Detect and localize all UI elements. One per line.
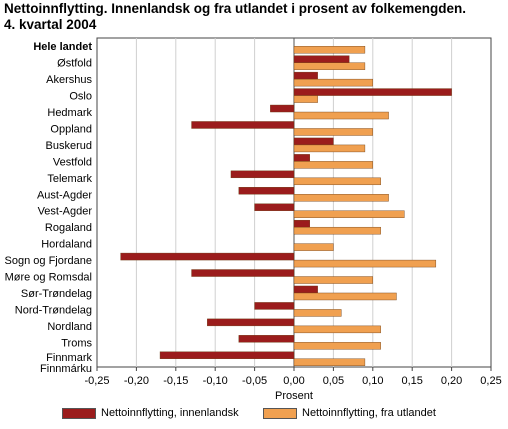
bar-innenlandsk [230, 170, 295, 179]
bar-innenlandsk [293, 137, 334, 146]
category-label: Telemark [47, 173, 92, 185]
bar-innenlandsk [238, 335, 295, 343]
bar-utlandet [293, 325, 381, 334]
bar-utlandet [293, 111, 389, 120]
category-label: Hele landet [33, 41, 92, 53]
category-label: Vestfold [53, 156, 92, 168]
bar-utlandet [293, 342, 381, 350]
bar-utlandet [293, 95, 318, 103]
bar-utlandet [293, 243, 334, 251]
legend-item-innenlandsk: Nettoinnflytting, innenlandsk [62, 407, 239, 419]
bar-innenlandsk [238, 187, 295, 195]
bar-utlandet [293, 194, 389, 202]
bar-innenlandsk [254, 203, 295, 211]
bar-utlandet [293, 144, 366, 153]
x-axis-label: Prosent [275, 390, 313, 402]
legend-item-utlandet: Nettoinnflytting, fra utlandet [263, 407, 436, 419]
x-tick-label: 0,00 [283, 375, 304, 387]
category-label: Rogaland [45, 222, 92, 234]
legend-label-utlandet: Nettoinnflytting, fra utlandet [302, 407, 436, 419]
x-tick-label: -0,10 [203, 375, 228, 387]
category-label: Sogn og Fjordane [5, 255, 92, 267]
category-label: Finnmárku [40, 363, 92, 375]
bar-utlandet [293, 62, 366, 70]
bar-utlandet [293, 128, 374, 136]
bar-innenlandsk [293, 71, 318, 80]
category-label: Oslo [69, 91, 92, 103]
bar-utlandet [293, 292, 397, 301]
category-label: Nord-Trøndelag [15, 304, 92, 316]
bar-utlandet [293, 358, 366, 366]
bar-utlandet [293, 259, 437, 268]
bar-utlandet [293, 226, 381, 235]
category-label: Møre og Romsdal [5, 272, 92, 284]
bar-innenlandsk [293, 55, 350, 63]
x-tick-label: -0,20 [124, 375, 149, 387]
legend: Nettoinnflytting, innenlandsk Nettoinnfl… [0, 407, 508, 425]
chart-title: Nettoinnflytting. Innenlandsk og fra utl… [4, 1, 504, 33]
category-label: Hordaland [41, 239, 92, 251]
bar-innenlandsk [159, 351, 295, 359]
category-label: Finnmark [46, 352, 92, 364]
category-label: Hedmark [47, 107, 92, 119]
bar-innenlandsk [293, 154, 310, 162]
category-label: Aust-Agder [37, 189, 92, 201]
category-label: Nordland [47, 321, 92, 333]
chart-title-line2: 4. kvartal 2004 [4, 17, 97, 32]
chart-title-line1: Nettoinnflytting. Innenlandsk og fra utl… [4, 1, 467, 16]
bar-innenlandsk [293, 285, 318, 294]
legend-swatch-innenlandsk [62, 407, 96, 419]
bar-utlandet [293, 309, 342, 317]
category-label: Østfold [57, 58, 92, 70]
category-label: Akershus [46, 74, 92, 86]
bar-innenlandsk [293, 88, 452, 96]
bar-utlandet [293, 161, 374, 169]
x-tick-label: -0,15 [163, 375, 188, 387]
bar-utlandet [293, 46, 366, 54]
category-label: Vest-Agder [38, 206, 93, 218]
bar-utlandet [293, 276, 374, 284]
x-tick-label: 0,20 [441, 375, 462, 387]
bar-innenlandsk [191, 269, 295, 277]
bar-innenlandsk [207, 318, 295, 327]
bar-innenlandsk [270, 104, 295, 113]
legend-swatch-utlandet [263, 407, 297, 419]
x-tick-label: 0,25 [480, 375, 501, 387]
bar-utlandet [293, 177, 381, 186]
x-tick-label: 0,10 [362, 375, 383, 387]
bar-utlandet [293, 78, 374, 87]
x-tick-label: 0,05 [323, 375, 344, 387]
category-label: Sør-Trøndelag [21, 288, 92, 300]
x-tick-label: -0,25 [84, 375, 109, 387]
x-tick-label: -0,05 [242, 375, 267, 387]
legend-label-innenlandsk: Nettoinnflytting, innenlandsk [101, 407, 239, 419]
bar-innenlandsk [120, 252, 295, 261]
bar-chart: -0,25 -0,20 -0,15 -0,10 -0,05 0,00 0,05 0,10 0,1… [5, 37, 502, 402]
bar-innenlandsk [191, 121, 295, 129]
category-label: Buskerud [46, 140, 92, 152]
bar-innenlandsk [254, 302, 295, 310]
category-label: Troms [61, 337, 92, 349]
bar-innenlandsk [293, 219, 310, 228]
bar-utlandet [293, 210, 405, 218]
category-label: Oppland [50, 123, 92, 135]
x-tick-label: 0,15 [401, 375, 422, 387]
